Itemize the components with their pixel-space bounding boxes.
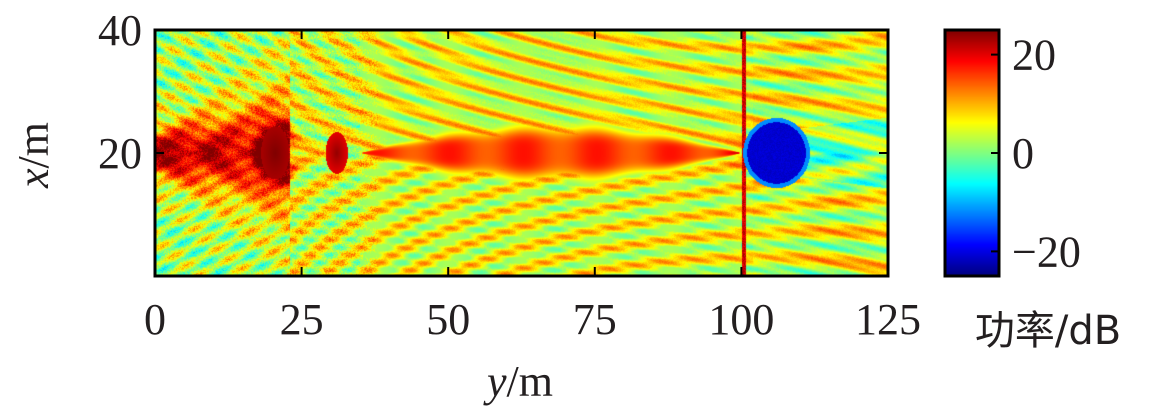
x-tick-label: 100 <box>708 295 774 344</box>
x-tick-label: 125 <box>855 295 921 344</box>
x-axis-ticks: 0 25 50 75 100 125 <box>144 30 921 344</box>
x-axis-label: y/m <box>483 357 553 406</box>
x-axis-label-var: y <box>483 357 507 406</box>
x-tick-label: 50 <box>426 295 470 344</box>
colorbar-tick-label: 20 <box>1012 31 1056 80</box>
x-tick-label: 0 <box>144 295 166 344</box>
y-axis-label: x/m <box>9 122 58 189</box>
colorbar-tick-label: 0 <box>1012 129 1034 178</box>
colorbar: −20 0 20 功率/dB <box>943 28 1121 354</box>
y-axis-label-unit: /m <box>9 122 58 168</box>
y-tick-label: 40 <box>98 6 142 55</box>
colorbar-gradient <box>945 30 999 276</box>
x-axis-label-unit: /m <box>507 357 553 406</box>
y-axis-label-var: x <box>9 168 58 189</box>
heatmap-image <box>155 30 888 276</box>
y-tick-label: 20 <box>98 129 142 178</box>
colorbar-label: 功率/dB <box>975 308 1121 354</box>
x-tick-label: 75 <box>573 295 617 344</box>
x-tick-label: 25 <box>280 295 324 344</box>
colorbar-ticks: −20 0 20 <box>991 31 1081 276</box>
colorbar-tick-label: −20 <box>1012 227 1081 276</box>
